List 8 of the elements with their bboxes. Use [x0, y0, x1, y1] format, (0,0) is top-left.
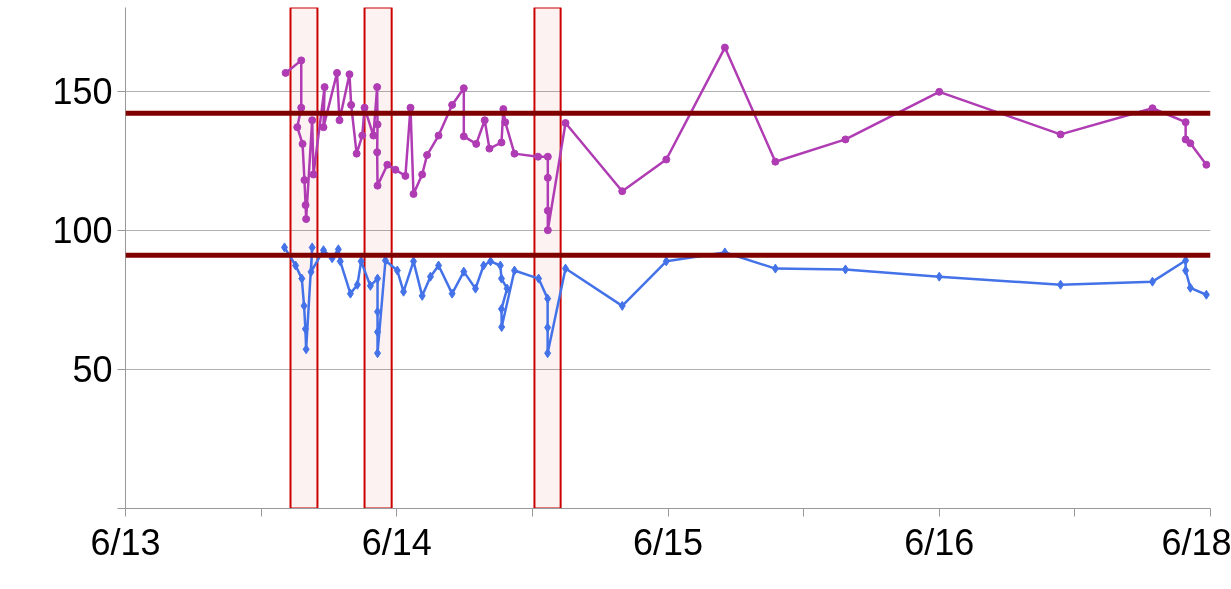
x-tick-label: 6/16 — [904, 521, 975, 563]
y-tick-label: 50 — [72, 349, 113, 391]
y-tick-label: 100 — [52, 210, 113, 252]
x-tick-label: 6/14 — [361, 521, 432, 563]
x-tick-label: 6/18 — [1161, 521, 1231, 563]
x-tick-label: 6/13 — [90, 521, 161, 563]
x-tick-label: 6/15 — [632, 521, 704, 563]
y-tick-label: 150 — [52, 71, 113, 112]
